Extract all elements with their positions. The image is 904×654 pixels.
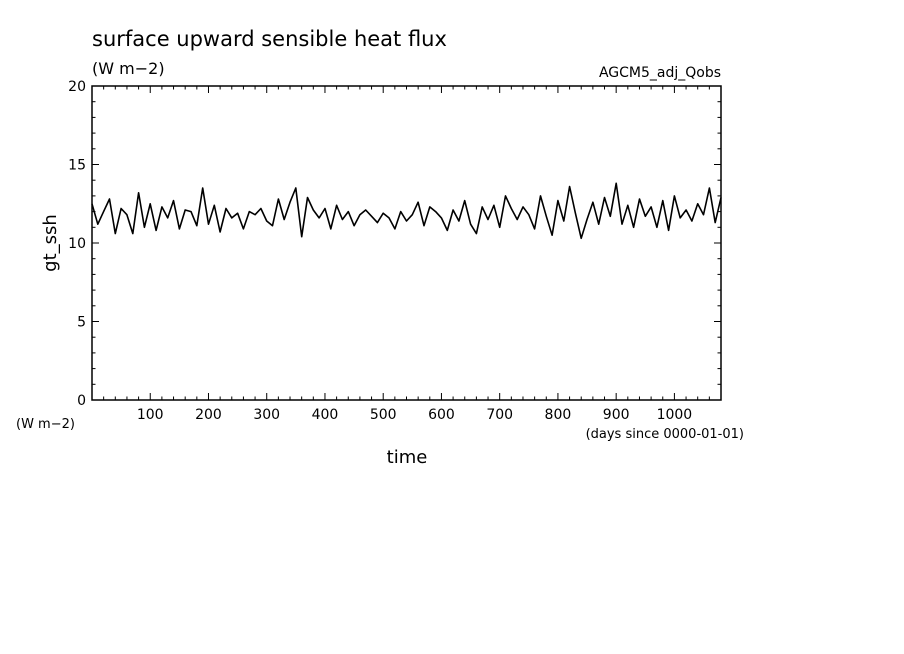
x-tick-label: 900 — [603, 407, 630, 423]
x-tick-label: 100 — [137, 407, 164, 423]
series-line — [91, 182, 722, 240]
chart-title: surface upward sensible heat flux — [92, 27, 447, 51]
series-group — [91, 182, 722, 240]
x-tick-label: 300 — [253, 407, 280, 423]
y-tick-label: 0 — [77, 393, 86, 409]
title-units: (W m−2) — [92, 59, 165, 78]
x-tick-label: 400 — [312, 407, 339, 423]
x-tick-label: 500 — [370, 407, 397, 423]
y-tick-label: 10 — [68, 236, 86, 252]
y-axis-ticks: 0 5 10 15 20 — [68, 79, 721, 409]
x-tick-label: 1000 — [657, 407, 693, 423]
x-axis-units: (days since 0000-01-01) — [586, 427, 744, 442]
x-axis-ticks: 100 200 300 400 500 600 700 800 900 1000 — [91, 86, 722, 423]
y-tick-label: 15 — [68, 158, 86, 174]
dataset-label: AGCM5_adj_Qobs — [599, 65, 721, 81]
x-tick-label: 800 — [545, 407, 572, 423]
x-axis-label: time — [387, 447, 428, 468]
x-tick-label: 700 — [486, 407, 513, 423]
y-axis-units: (W m−2) — [16, 417, 75, 432]
x-tick-label: 200 — [195, 407, 222, 423]
x-tick-label: 600 — [428, 407, 455, 423]
plot-frame — [91, 85, 722, 401]
y-tick-label: 20 — [68, 79, 86, 95]
y-tick-label: 5 — [77, 315, 86, 331]
y-axis-label: gt_ssh — [40, 214, 61, 272]
